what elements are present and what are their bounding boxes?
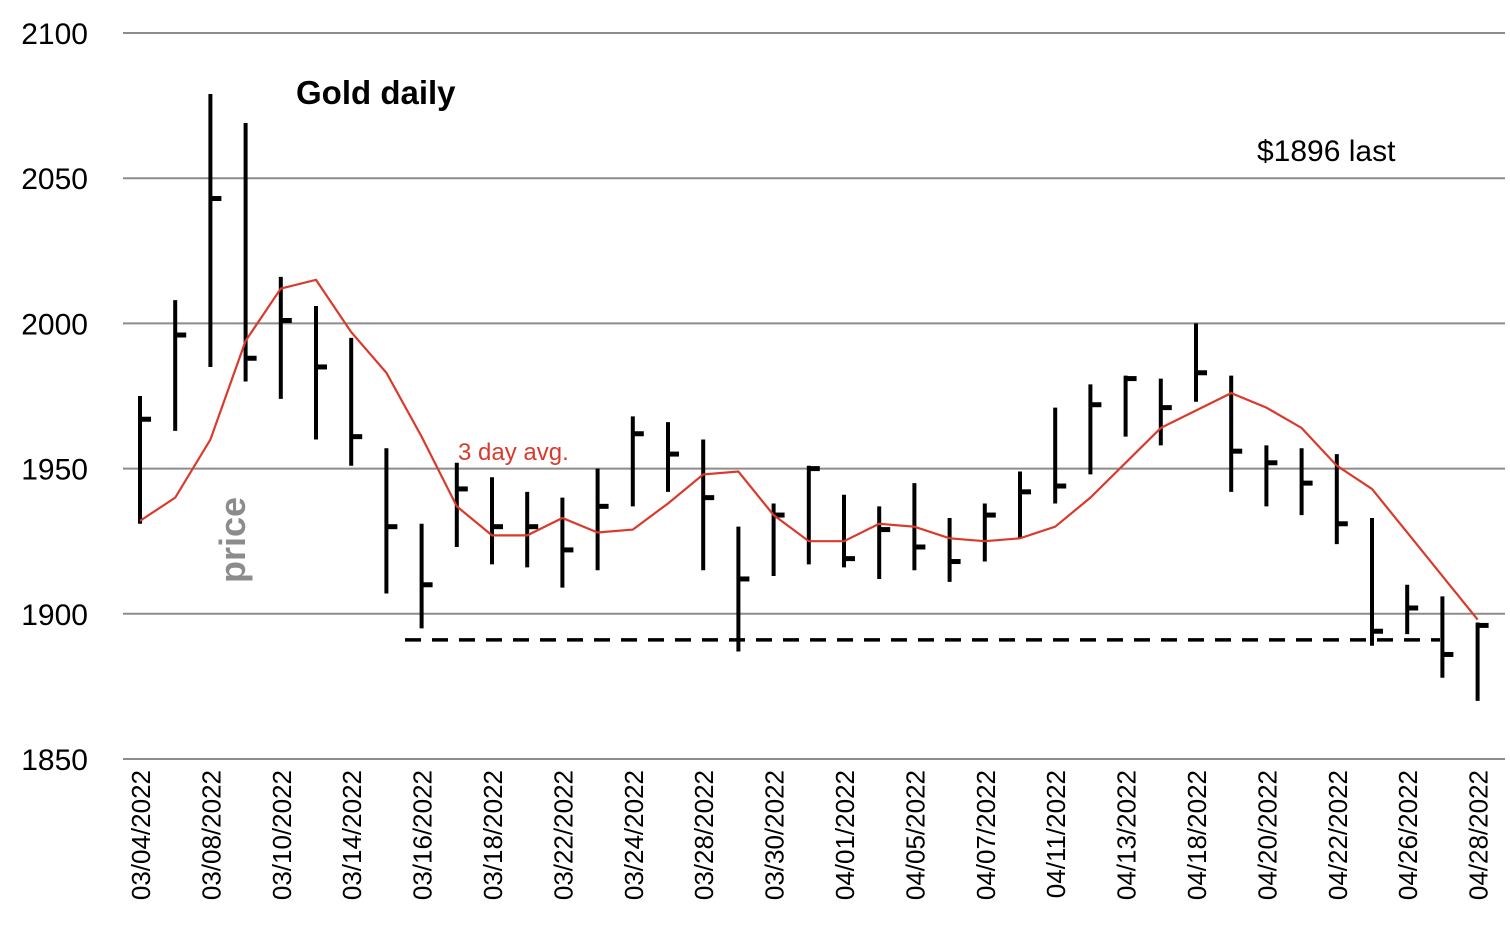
avg-series-label: 3 day avg. bbox=[458, 439, 569, 466]
y-axis-label: price bbox=[212, 497, 253, 583]
x-tick-label: 03/04/2022 bbox=[126, 770, 156, 900]
x-tick-label: 04/20/2022 bbox=[1252, 770, 1282, 900]
x-tick-label: 04/18/2022 bbox=[1182, 770, 1212, 900]
x-axis: 03/04/2022 03/08/2022 03/10/2022 03/14/2022… bbox=[126, 770, 1494, 900]
chart-title: Gold daily bbox=[296, 74, 456, 111]
x-tick-label: 03/28/2022 bbox=[689, 770, 719, 900]
x-tick-label: 03/22/2022 bbox=[548, 770, 578, 900]
x-tick-label: 04/11/2022 bbox=[1041, 770, 1071, 898]
y-tick-label: 2000 bbox=[21, 308, 88, 341]
x-tick-label: 04/26/2022 bbox=[1393, 770, 1423, 900]
last-price-annotation: $1896 last bbox=[1257, 135, 1396, 168]
x-tick-label: 04/22/2022 bbox=[1323, 770, 1353, 900]
x-tick-label: 03/24/2022 bbox=[619, 770, 649, 900]
x-tick-label: 04/13/2022 bbox=[1112, 770, 1142, 900]
x-tick-label: 04/07/2022 bbox=[971, 770, 1001, 900]
x-tick-label: 03/10/2022 bbox=[267, 770, 297, 900]
x-tick-label: 03/18/2022 bbox=[478, 770, 508, 900]
y-tick-label: 2100 bbox=[21, 18, 88, 51]
y-axis: 1850 1900 1950 2000 2050 2100 bbox=[21, 18, 88, 777]
x-tick-label: 03/08/2022 bbox=[196, 770, 226, 900]
y-tick-label: 2050 bbox=[21, 163, 88, 196]
x-tick-label: 03/30/2022 bbox=[760, 770, 790, 900]
avg-line-group bbox=[139, 278, 1479, 621]
y-tick-label: 1950 bbox=[21, 454, 88, 487]
y-tick-label: 1900 bbox=[21, 599, 88, 632]
x-tick-label: 03/16/2022 bbox=[408, 770, 438, 900]
avg-line bbox=[139, 278, 1479, 621]
x-tick-label: 04/05/2022 bbox=[900, 770, 930, 900]
x-tick-label: 04/01/2022 bbox=[830, 770, 860, 900]
x-tick-label: 03/14/2022 bbox=[337, 770, 367, 900]
x-tick-label: 04/28/2022 bbox=[1464, 770, 1494, 900]
ohlc-bars bbox=[138, 93, 1489, 701]
y-tick-label: 1850 bbox=[21, 744, 88, 777]
